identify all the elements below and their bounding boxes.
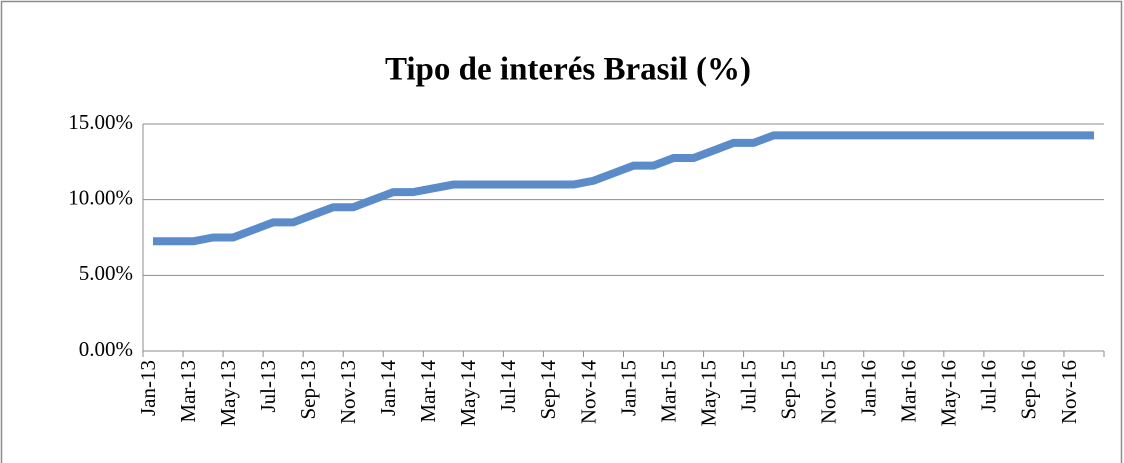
x-tick-label: Jan-13	[136, 360, 160, 416]
x-tick-label: Sep-13	[296, 360, 320, 420]
y-tick-label: 10.00%	[68, 185, 133, 209]
x-tick-label: Mar-16	[897, 360, 921, 423]
x-tick-label: May-14	[456, 360, 480, 427]
x-tick-label: Mar-15	[656, 360, 680, 423]
x-tick-label: Jan-15	[616, 360, 640, 416]
y-tick-label: 15.00%	[68, 110, 133, 134]
x-tick-label: Nov-13	[336, 360, 360, 424]
x-tick-label: Sep-16	[1017, 360, 1041, 420]
x-tick-label: May-13	[216, 360, 240, 427]
data-line	[153, 131, 1094, 246]
x-tick-label: May-16	[937, 360, 961, 427]
y-tick-label: 0.00%	[79, 337, 133, 361]
x-tick-label: Jul-15	[736, 360, 760, 413]
x-tick-label: Jul-14	[496, 360, 520, 413]
x-tick-label: Sep-14	[536, 360, 560, 420]
x-tick-label: Jan-14	[376, 360, 400, 416]
x-tick-label: Mar-13	[176, 360, 200, 423]
x-tick-label: Nov-15	[817, 360, 841, 424]
x-tick-label: Nov-16	[1057, 360, 1081, 424]
x-tick-label: Nov-14	[576, 360, 600, 425]
x-tick-label: Sep-15	[776, 360, 800, 420]
x-tick-label: Jul-13	[256, 360, 280, 413]
x-tick-label: Jul-16	[977, 360, 1001, 413]
chart-title: Tipo de interés Brasil (%)	[385, 52, 751, 88]
y-tick-label: 5.00%	[79, 261, 133, 285]
x-tick-label: Jan-16	[857, 360, 881, 416]
x-tick-label: Mar-14	[416, 360, 440, 423]
x-tick-label: May-15	[696, 360, 720, 427]
